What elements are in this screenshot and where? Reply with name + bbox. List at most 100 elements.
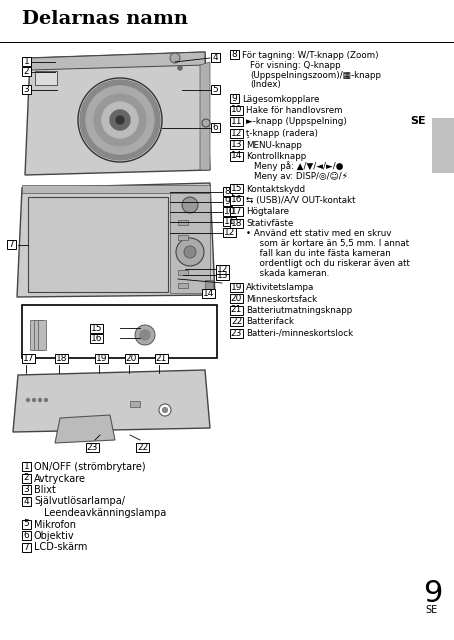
Bar [223,207,236,216]
Text: 19: 19 [96,354,107,363]
Bar [432,118,454,173]
Text: 18: 18 [56,354,67,363]
Circle shape [184,246,196,258]
Bar [211,85,220,94]
Circle shape [94,94,146,146]
Polygon shape [13,370,210,432]
Bar [35,71,57,85]
Text: fall kan du inte fästa kameran: fall kan du inte fästa kameran [254,249,391,258]
Text: Delarnas namn: Delarnas namn [22,10,188,28]
Text: Självutlösarlampa/: Självutlösarlampa/ [34,497,125,506]
Text: 3: 3 [24,485,30,494]
Text: Avtryckare: Avtryckare [34,474,86,483]
Bar [230,218,243,227]
Text: 6: 6 [24,531,30,540]
Bar [223,228,236,237]
Text: MENU-knapp: MENU-knapp [246,141,302,150]
Circle shape [110,110,130,130]
Text: (Index): (Index) [250,81,281,90]
Text: ON/OFF (strömbrytare): ON/OFF (strömbrytare) [34,462,146,472]
Circle shape [44,399,48,401]
Text: Batterifack: Batterifack [246,317,294,326]
Bar [178,220,188,225]
Text: 13: 13 [231,140,242,149]
Text: SE: SE [425,605,437,615]
Text: 7: 7 [24,543,30,552]
Circle shape [182,197,198,213]
Text: 9: 9 [423,579,442,607]
Text: • Använd ett stativ med en skruv: • Använd ett stativ med en skruv [246,229,391,238]
Text: 17: 17 [23,354,34,363]
Circle shape [116,116,124,124]
Circle shape [176,238,204,266]
Circle shape [80,80,160,160]
Bar [230,140,243,149]
Circle shape [33,399,35,401]
Text: 20: 20 [126,354,137,363]
Text: 1: 1 [24,462,30,471]
Text: 7: 7 [9,240,15,249]
Circle shape [26,399,30,401]
Bar [230,50,239,59]
Bar [22,520,31,529]
Text: 22: 22 [231,317,242,326]
Text: Meny på: ▲/▼/◄/►/●: Meny på: ▲/▼/◄/►/● [254,161,343,172]
Text: ţ-knapp (radera): ţ-knapp (radera) [246,129,318,138]
Text: 23: 23 [87,443,98,452]
Text: 11: 11 [231,117,242,126]
Polygon shape [55,415,115,443]
Text: Blixt: Blixt [34,485,56,495]
Circle shape [135,325,155,345]
Bar [136,443,149,452]
Text: 4: 4 [212,53,218,62]
Text: Batteriutmatningsknapp: Batteriutmatningsknapp [246,306,352,315]
Text: LCD-skärm: LCD-skärm [34,543,87,552]
Text: 8: 8 [232,50,237,59]
Bar [230,129,243,138]
Text: (Uppspelningszoom)/▦-knapp: (Uppspelningszoom)/▦-knapp [250,70,381,79]
Text: 20: 20 [231,294,242,303]
Bar [230,152,243,161]
Bar [230,305,243,314]
Bar [22,57,31,66]
Text: ⇆ (USB)/A/V OUT-kontakt: ⇆ (USB)/A/V OUT-kontakt [246,196,355,205]
Text: SE: SE [410,116,426,126]
Text: 12: 12 [231,129,242,138]
Text: 9: 9 [225,197,230,206]
Bar [55,354,68,363]
Text: 21: 21 [231,305,242,314]
Circle shape [102,102,138,138]
Bar [211,123,220,132]
Bar [230,94,239,103]
Text: 19: 19 [231,282,242,291]
Bar [7,240,16,249]
Bar [223,187,232,196]
Text: Mikrofon: Mikrofon [34,520,76,529]
Circle shape [163,408,168,413]
Text: 15: 15 [91,324,102,333]
Circle shape [178,66,182,70]
Bar [178,270,188,275]
Text: 23: 23 [231,328,242,337]
Text: Aktivitetslampa: Aktivitetslampa [246,283,314,292]
Bar [90,334,103,343]
Text: 1: 1 [24,57,30,66]
Text: Batteri-/minneskortslock: Batteri-/minneskortslock [246,329,353,338]
Bar [155,354,168,363]
Text: Meny av: DISP/◎/☺/⚡: Meny av: DISP/◎/☺/⚡ [254,172,348,181]
Bar [216,271,229,280]
Bar [170,193,210,293]
Circle shape [140,330,150,340]
Text: Minneskortsfack: Minneskortsfack [246,294,317,303]
Polygon shape [25,52,210,175]
Text: Lägesomkopplare: Lägesomkopplare [242,95,319,104]
Bar [22,543,31,552]
Bar [223,217,236,226]
Bar [230,106,243,115]
Bar [230,207,243,216]
Bar [230,317,243,326]
Text: 12: 12 [217,265,228,274]
Text: 13: 13 [217,271,228,280]
Bar [22,85,31,94]
Bar [90,324,103,333]
